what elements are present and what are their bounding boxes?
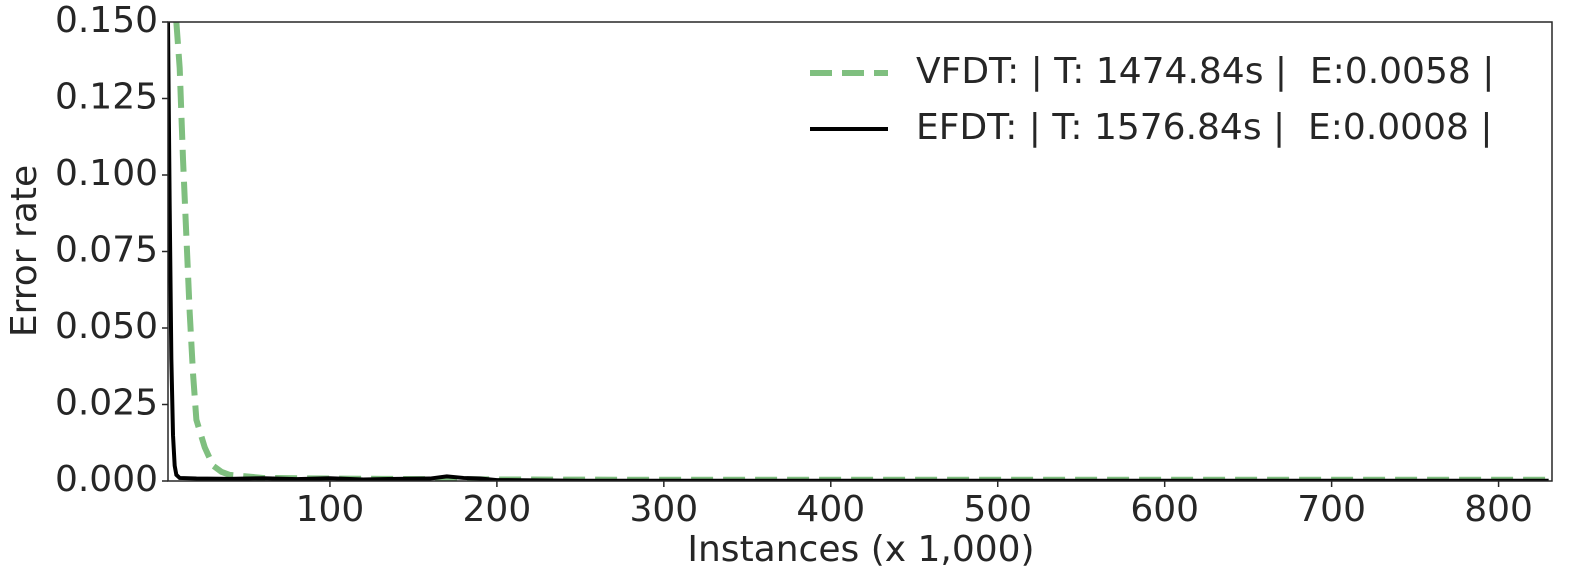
y-tick-label: 0.125 xyxy=(55,77,158,118)
x-tick-label: 100 xyxy=(296,489,365,530)
legend-label: EFDT: | T: 1576.84s | E:0.0008 | xyxy=(916,107,1492,148)
y-tick-label: 0.100 xyxy=(55,153,158,194)
x-tick-label: 400 xyxy=(796,489,865,530)
x-axis-label: Instances (x 1,000) xyxy=(687,529,1034,570)
plot-frame xyxy=(167,21,1553,482)
y-tick-label: 0.025 xyxy=(55,383,158,424)
y-axis-label: Error rate xyxy=(4,165,45,337)
y-tick-label: 0.000 xyxy=(55,459,158,500)
y-tick-label: 0.075 xyxy=(55,230,158,271)
x-tick-label: 700 xyxy=(1297,489,1366,530)
x-tick-label: 200 xyxy=(463,489,532,530)
x-tick-label: 600 xyxy=(1130,489,1199,530)
x-tick-label: 300 xyxy=(629,489,698,530)
y-tick-label: 0.150 xyxy=(55,0,158,41)
legend-label: VFDT: | T: 1474.84s | E:0.0058 | xyxy=(916,51,1494,92)
y-tick-label: 0.050 xyxy=(55,306,158,347)
x-tick-label: 800 xyxy=(1464,489,1533,530)
x-tick-label: 500 xyxy=(963,489,1032,530)
